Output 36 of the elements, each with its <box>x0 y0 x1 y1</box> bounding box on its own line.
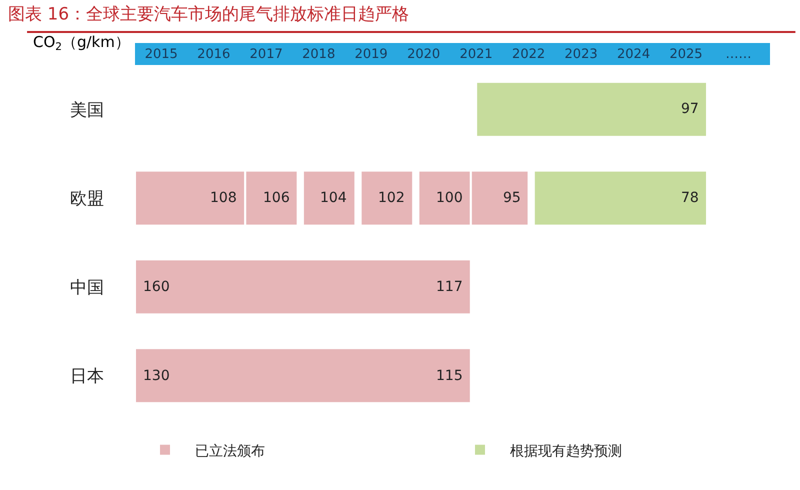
annotation: 78 <box>681 190 699 206</box>
annotation: 115 <box>436 368 463 384</box>
x-tick-label: 2018 <box>302 46 336 62</box>
x-tick-label: 2023 <box>564 46 598 62</box>
y-tick-label: 日本 <box>70 366 104 387</box>
text: CO$_{2}$（g/km） <box>33 33 130 54</box>
chart-title: 图表 16：全球主要汽车市场的尾气排放标准日趋严格 <box>8 4 410 24</box>
annotation: 95 <box>503 190 521 206</box>
legend-label: 已立法颁布 <box>195 443 265 460</box>
x-tick-label: 2019 <box>354 46 388 62</box>
annotation: 100 <box>436 190 463 206</box>
x-tick-label: 2022 <box>512 46 546 62</box>
annotation: 104 <box>320 190 347 206</box>
annotation: 117 <box>436 279 463 295</box>
bar <box>302 170 356 227</box>
annotation: 160 <box>143 279 170 295</box>
bar <box>360 170 414 227</box>
y-tick-label: 美国 <box>70 100 104 120</box>
legend-label: 根据现有趋势预测 <box>510 443 622 460</box>
annotation: 97 <box>681 101 699 117</box>
x-tick-label: 2015 <box>144 46 178 62</box>
y-tick-label: 欧盟 <box>70 189 104 210</box>
x-tick-label: 2017 <box>250 46 283 62</box>
x-tick-label: 2024 <box>617 46 650 62</box>
x-tick-label: 2016 <box>197 46 230 62</box>
bar <box>135 258 472 316</box>
x-tick-label: 2021 <box>460 46 493 62</box>
annotation: 108 <box>210 190 237 206</box>
x-tick-label: 2025 <box>669 46 703 62</box>
x-tick-label: …… <box>726 46 752 62</box>
annotation: 102 <box>378 190 405 206</box>
annotation: 106 <box>263 190 290 206</box>
annotation: 130 <box>143 368 170 384</box>
x-tick-label: 2020 <box>407 46 440 62</box>
bar <box>135 347 472 404</box>
y-tick-label: 中国 <box>70 278 104 298</box>
